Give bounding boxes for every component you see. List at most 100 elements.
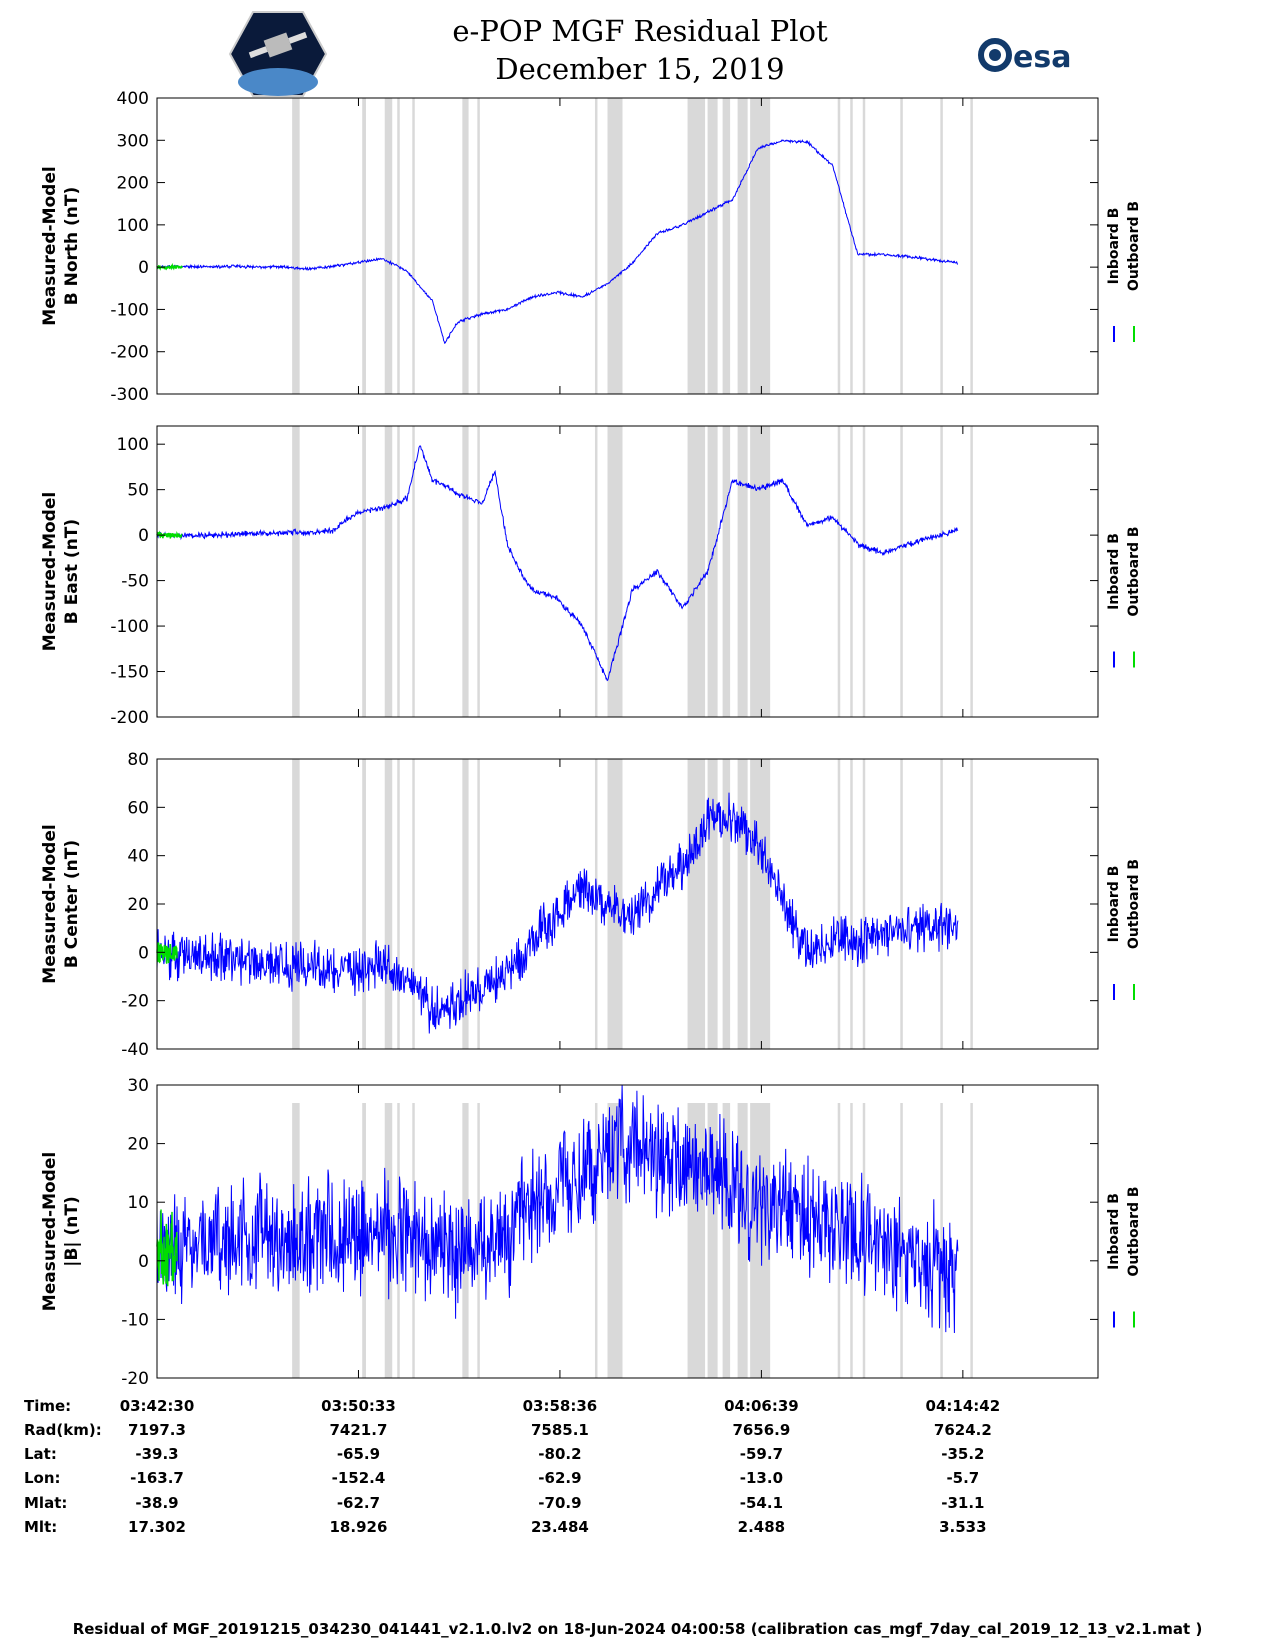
ephemeris-row-label: Rad(km): (24, 1421, 102, 1439)
y-tick-label: -100 (110, 617, 149, 637)
y-tick-label: 0 (138, 943, 149, 963)
y-axis-label-line1: Measured-Model (40, 492, 60, 651)
data-gap-band (850, 426, 853, 717)
legend-outboard-label: Outboard B (1126, 526, 1142, 616)
legend-inboard-label: Inboard B (1106, 533, 1122, 610)
series-outboard-line (156, 530, 183, 539)
y-tick-label: 50 (127, 481, 149, 501)
y-tick-label: 60 (127, 798, 149, 818)
data-gap-band (900, 759, 903, 1049)
panel-2: 100 50 0 -50 -100 -150 -200 Measured-Model B Eas… (40, 425, 1142, 728)
data-gap-band (750, 759, 771, 1049)
data-gap-band (737, 98, 748, 394)
data-gap-band (737, 1103, 748, 1378)
data-gap-band (607, 426, 623, 717)
data-gap-band (750, 1103, 771, 1378)
legend-inboard-label: Inboard B (1106, 208, 1122, 285)
data-gap-band (362, 759, 366, 1049)
data-gap-band (722, 1103, 731, 1378)
data-gap-band (850, 98, 853, 394)
data-gap-band (687, 98, 706, 394)
data-gap-band (362, 426, 366, 717)
ephemeris-value: -5.7 (946, 1469, 980, 1487)
ephemeris-value: 2.488 (737, 1518, 786, 1536)
data-gap-band (707, 1103, 718, 1378)
ephemeris-value: -62.9 (538, 1469, 582, 1487)
y-tick-label: -300 (110, 385, 149, 405)
panel-3: 80 60 40 20 0 -20 -40 Measured-Model B Center (n… (40, 750, 1142, 1060)
data-gap-band (862, 426, 866, 717)
data-gap-band (594, 98, 598, 394)
ephemeris-value: -152.4 (331, 1469, 386, 1487)
ephemeris-value: 7421.7 (329, 1421, 388, 1439)
esa-logo-icon: esa (975, 35, 1095, 75)
y-tick-label: -100 (110, 300, 149, 320)
cassiope-satellite-logo-icon (228, 10, 328, 98)
data-gap-band (397, 1103, 400, 1378)
data-gap-band (687, 759, 706, 1049)
data-gap-band (412, 98, 415, 394)
ephemeris-value: -13.0 (739, 1469, 784, 1487)
series-inboard-line (156, 1084, 959, 1334)
panel-1: 400 300 200 100 0 -100 -200 -300 Measured-Model B… (40, 89, 1142, 405)
data-gap-band (477, 98, 480, 394)
ephemeris-value: -59.7 (739, 1445, 784, 1463)
ephemeris-value: 7197.3 (128, 1421, 186, 1439)
ephemeris-value: -38.9 (135, 1494, 179, 1512)
data-gap-band (970, 426, 973, 717)
ephemeris-row-label: Lon: (24, 1469, 61, 1487)
data-gap-band (737, 426, 748, 717)
data-gap-band (737, 759, 748, 1049)
data-gap-band (837, 98, 841, 394)
data-gap-band (837, 426, 841, 717)
data-gap-band (750, 98, 771, 394)
y-tick-label: 80 (127, 750, 149, 770)
ephemeris-row-label: Time: (24, 1397, 72, 1415)
y-tick-label: -200 (110, 708, 149, 728)
data-gap-band (594, 1103, 598, 1378)
data-gap-band (687, 426, 706, 717)
data-gap-band (384, 98, 393, 394)
data-gap-band (362, 98, 366, 394)
y-tick-label: -150 (110, 663, 149, 683)
data-gap-band (462, 759, 469, 1049)
ephemeris-value: 03:42:30 (119, 1397, 195, 1415)
ephemeris-value: -62.7 (336, 1494, 381, 1512)
footer-caption: Residual of MGF_20191215_034230_041441_v… (72, 1620, 1203, 1638)
data-gap-band (940, 98, 943, 394)
y-axis-label-line1: Measured-Model (40, 1152, 60, 1311)
data-gap-band (397, 426, 400, 717)
y-tick-label: -50 (121, 572, 149, 592)
ephemeris-value: -163.7 (130, 1469, 184, 1487)
series-inboard-line (156, 139, 959, 344)
legend-outboard-label: Outboard B (1126, 201, 1142, 291)
y-tick-label: -40 (121, 1040, 149, 1060)
series-inboard-line (156, 792, 959, 1034)
legend-inboard-label: Inboard B (1106, 866, 1122, 943)
data-gap-band (292, 98, 300, 394)
data-gap-band (970, 759, 973, 1049)
data-gap-band (707, 426, 718, 717)
data-gap-band (900, 1103, 903, 1378)
plot-frame (156, 97, 1099, 395)
chart-subtitle: December 15, 2019 (495, 52, 785, 86)
esa-logo-text: esa (1013, 40, 1071, 75)
data-gap-band (594, 759, 598, 1049)
data-gap-band (970, 1103, 973, 1378)
data-gap-band (477, 759, 480, 1049)
y-tick-label: -200 (110, 343, 149, 363)
legend-outboard-label: Outboard B (1126, 859, 1142, 949)
ephemeris-value: 7585.1 (530, 1421, 589, 1439)
data-gap-band (707, 759, 718, 1049)
data-gap-band (292, 759, 300, 1049)
data-gap-band (722, 426, 731, 717)
y-tick-label: 0 (138, 258, 149, 278)
y-tick-label: 200 (117, 174, 149, 194)
ephemeris-row-label: Lat: (24, 1445, 57, 1463)
ephemeris-value: 3.533 (939, 1518, 987, 1536)
data-gap-band (397, 98, 400, 394)
ephemeris-value: 7624.2 (933, 1421, 992, 1439)
data-gap-band (722, 759, 731, 1049)
y-axis-label-line2: B Center (nT) (62, 840, 82, 968)
data-gap-band (412, 426, 415, 717)
